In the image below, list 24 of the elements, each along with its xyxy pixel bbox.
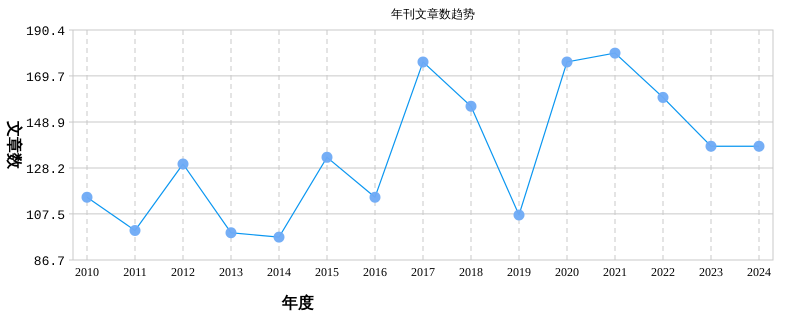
x-tick-label: 2015 — [315, 265, 339, 279]
x-tick-label: 2010 — [75, 265, 99, 279]
x-tick-label: 2023 — [699, 265, 723, 279]
x-tick-label: 2014 — [267, 265, 291, 279]
x-tick-label: 2011 — [123, 265, 147, 279]
y-axis-title: 文章数 — [5, 120, 24, 170]
y-tick-label: 86.7 — [34, 254, 65, 269]
x-tick-label: 2021 — [603, 265, 627, 279]
x-tick-label: 2020 — [555, 265, 579, 279]
x-tick-label: 2016 — [363, 265, 387, 279]
x-tick-label: 2017 — [411, 265, 435, 279]
x-axis-title: 年度 — [281, 293, 314, 312]
y-tick-label: 169.7 — [26, 70, 65, 85]
y-tick-label: 107.5 — [26, 208, 65, 223]
x-tick-label: 2024 — [747, 265, 771, 279]
x-tick-label: 2013 — [219, 265, 243, 279]
x-tick-label: 2022 — [651, 265, 675, 279]
x-tick-label: 2012 — [171, 265, 195, 279]
x-tick-label: 2019 — [507, 265, 531, 279]
chart-title: 年刊文章数趋势 — [391, 7, 475, 21]
y-tick-label: 190.4 — [26, 24, 66, 39]
y-tick-label: 148.9 — [26, 116, 65, 132]
x-tick-label: 2018 — [459, 265, 483, 279]
y-tick-label: 128.2 — [26, 162, 65, 177]
